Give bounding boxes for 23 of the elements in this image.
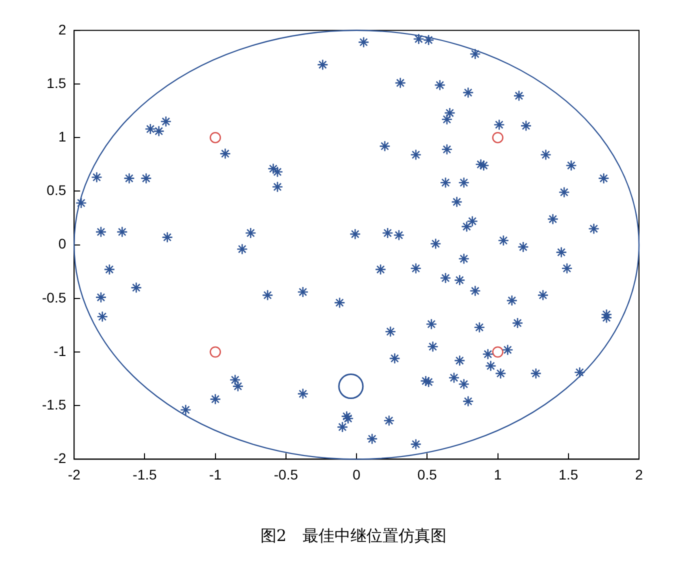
- y-tick-label: -2: [54, 450, 66, 466]
- x-tick-label: -0.5: [274, 466, 298, 482]
- x-tick-label: -1: [209, 466, 222, 482]
- point: [492, 346, 504, 358]
- point: [492, 132, 504, 144]
- x-tick-label: 2: [635, 466, 644, 482]
- y-tick-label: 0: [58, 236, 66, 252]
- text: 图2 最佳中继位置仿真图: [259, 526, 448, 547]
- x-tick-label: 0.5: [417, 466, 438, 482]
- point: [338, 374, 364, 400]
- y-tick-label: 0.5: [46, 182, 66, 198]
- y-tick-label: 1.5: [46, 74, 66, 91]
- x-tick-label: 0: [352, 466, 361, 482]
- y-tick-label: 1: [58, 128, 66, 144]
- y-tick-label: 2: [58, 21, 66, 38]
- x-tick-label: 1.5: [558, 466, 578, 482]
- x-tick-label: 1: [494, 466, 502, 482]
- y-tick-label: -1: [54, 342, 66, 359]
- x-tick-label: -1.5: [132, 466, 158, 482]
- y-tick-label: -1.5: [42, 396, 66, 412]
- point: [210, 346, 221, 358]
- y-tick-label: -0.5: [42, 289, 66, 306]
- point: [210, 132, 221, 144]
